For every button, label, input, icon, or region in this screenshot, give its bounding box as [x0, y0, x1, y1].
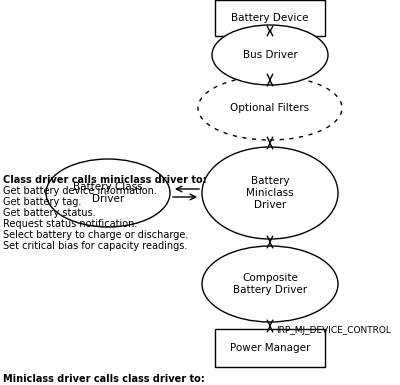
Text: Power Manager: Power Manager — [230, 343, 310, 353]
Ellipse shape — [202, 147, 338, 239]
Text: Set critical bias for capacity readings.: Set critical bias for capacity readings. — [3, 241, 187, 251]
Text: Battery
Miniclass
Driver: Battery Miniclass Driver — [246, 176, 294, 210]
Text: Request status notification.: Request status notification. — [3, 219, 137, 229]
Text: Composite
Battery Driver: Composite Battery Driver — [233, 273, 307, 295]
Text: Battery Class
Driver: Battery Class Driver — [73, 182, 143, 204]
Text: Optional Filters: Optional Filters — [230, 103, 310, 113]
Text: Get battery tag.: Get battery tag. — [3, 197, 81, 207]
Ellipse shape — [198, 76, 342, 140]
Ellipse shape — [46, 159, 170, 227]
Text: Select battery to charge or discharge.: Select battery to charge or discharge. — [3, 230, 188, 240]
FancyBboxPatch shape — [215, 0, 325, 36]
Text: IRP_MJ_DEVICE_CONTROL: IRP_MJ_DEVICE_CONTROL — [276, 326, 391, 335]
Text: Bus Driver: Bus Driver — [243, 50, 297, 60]
Ellipse shape — [202, 246, 338, 322]
Text: Get battery device information.: Get battery device information. — [3, 186, 157, 196]
Ellipse shape — [212, 25, 328, 85]
Text: Class driver calls miniclass driver to:: Class driver calls miniclass driver to: — [3, 175, 207, 185]
FancyBboxPatch shape — [215, 329, 325, 367]
Text: Get battery status.: Get battery status. — [3, 208, 96, 218]
Text: Miniclass driver calls class driver to:: Miniclass driver calls class driver to: — [3, 374, 205, 384]
Text: Battery Device: Battery Device — [231, 13, 309, 23]
